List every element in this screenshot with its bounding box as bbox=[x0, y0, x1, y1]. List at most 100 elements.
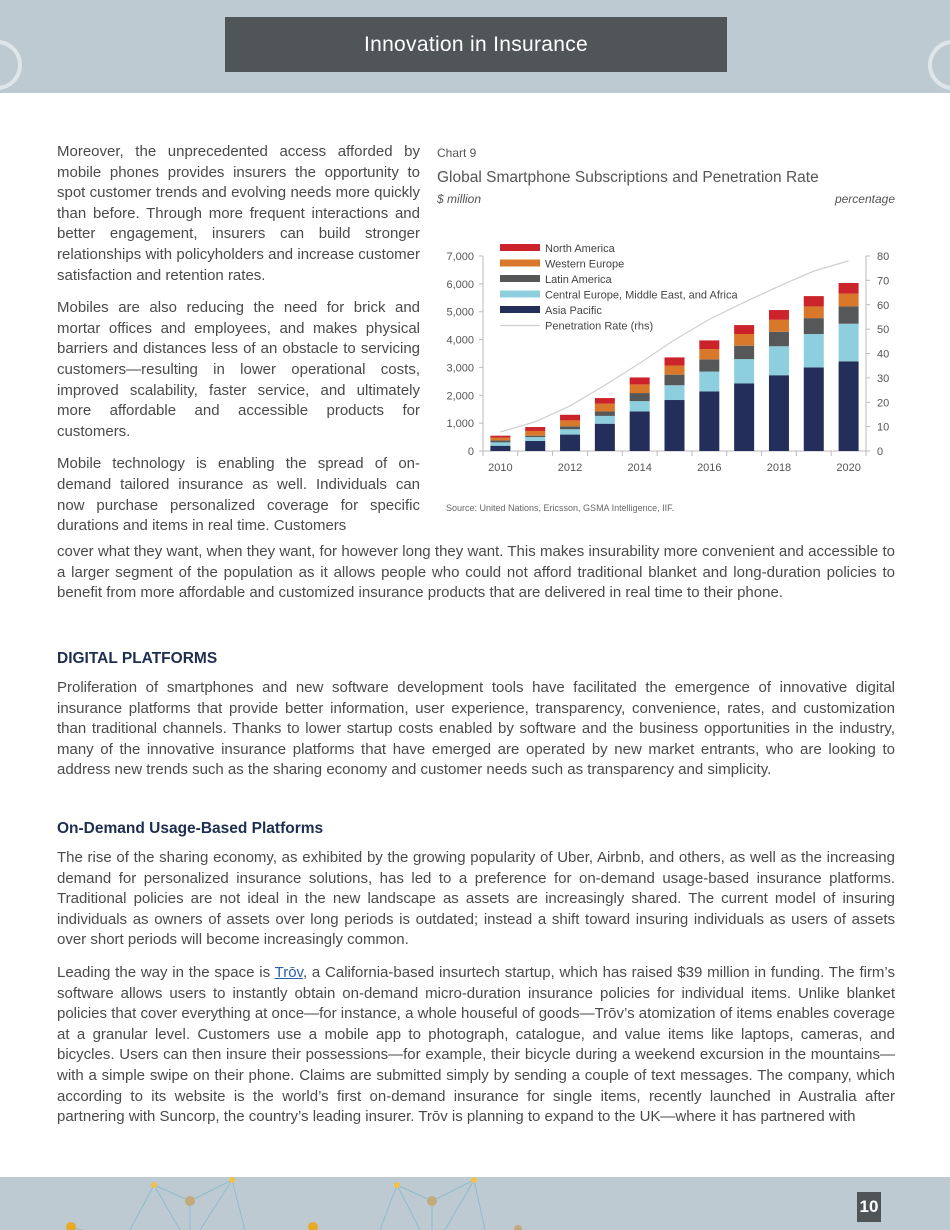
bar-segment-western-europe bbox=[664, 365, 685, 375]
stacked-bar-chart: 0 1,000 2,000 3,000 4,000 5,000 6,000 7,000 0 10 2… bbox=[446, 243, 889, 474]
bar-segment-latin-america bbox=[490, 440, 511, 443]
y-tick-label: 5,000 bbox=[446, 307, 474, 319]
paragraph: The rise of the sharing economy, as exhi… bbox=[57, 849, 895, 949]
bar-segment-north-america bbox=[803, 296, 824, 307]
bar-segment-latin-america bbox=[560, 426, 581, 430]
bar-segment-north-america bbox=[594, 398, 615, 404]
bar-segment-central-europe-middle-east-and-africa bbox=[664, 385, 685, 401]
bar-segment-western-europe bbox=[490, 437, 511, 441]
page-number: 10 bbox=[857, 1192, 881, 1222]
chart-source: Source: United Nations, Ericsson, GSMA I… bbox=[446, 503, 675, 513]
bar-segment-central-europe-middle-east-and-africa bbox=[525, 437, 546, 441]
x-tick-label: 2016 bbox=[697, 462, 721, 474]
bar-segment-asia-pacific bbox=[560, 434, 581, 451]
bar-segment-latin-america bbox=[768, 331, 789, 347]
chart-header: Chart 9 Global Smartphone Subscriptions … bbox=[437, 146, 895, 206]
y2-tick-label: 0 bbox=[877, 446, 883, 458]
x-tick-label: 2012 bbox=[558, 462, 582, 474]
x-tick-label: 2020 bbox=[836, 462, 860, 474]
legend-swatch bbox=[500, 306, 540, 313]
bar-segment-north-america bbox=[768, 310, 789, 320]
y2-tick-label: 60 bbox=[877, 300, 889, 312]
bar-segment-latin-america bbox=[525, 435, 546, 438]
bar-segment-central-europe-middle-east-and-africa bbox=[768, 346, 789, 376]
legend-label: Central Europe, Middle East, and Africa bbox=[545, 290, 738, 302]
bar-segment-north-america bbox=[734, 325, 755, 334]
legend-swatch bbox=[500, 290, 540, 298]
x-tick-label: 2010 bbox=[488, 462, 512, 474]
legend-swatch bbox=[500, 275, 540, 282]
legend-swatch bbox=[500, 244, 540, 251]
bar-segment-latin-america bbox=[734, 345, 755, 360]
y-tick-label: 2,000 bbox=[446, 390, 474, 402]
bar-segment-asia-pacific bbox=[594, 423, 615, 451]
bar-segment-asia-pacific bbox=[768, 375, 789, 451]
bar-segment-asia-pacific bbox=[803, 367, 824, 451]
bar-segment-latin-america bbox=[664, 374, 685, 386]
bar-segment-western-europe bbox=[699, 349, 720, 360]
legend-swatch bbox=[500, 259, 540, 267]
bar-segment-north-america bbox=[525, 427, 546, 431]
paragraph: Mobile technology is enabling the spread… bbox=[57, 455, 420, 535]
bar-segment-asia-pacific bbox=[490, 445, 511, 451]
text: Leading the way in the space is bbox=[57, 963, 275, 981]
legend-label: Latin America bbox=[545, 274, 613, 286]
network-decoration bbox=[66, 1177, 522, 1230]
legend-label: Western Europe bbox=[545, 259, 624, 271]
bar-segment-western-europe bbox=[629, 384, 650, 394]
bar-segment-north-america bbox=[490, 435, 511, 438]
left-column: Moreover, the unprecedented access affor… bbox=[57, 142, 420, 537]
paragraph: Leading the way in the space is Trōv, a … bbox=[57, 963, 895, 1128]
bar-segment-central-europe-middle-east-and-africa bbox=[490, 442, 511, 446]
y-tick-label: 1,000 bbox=[446, 418, 474, 430]
paragraph: cover what they want, when they want, fo… bbox=[57, 543, 895, 602]
legend-label: North America bbox=[545, 243, 616, 255]
bar-segment-central-europe-middle-east-and-africa bbox=[594, 415, 615, 424]
y2-tick-label: 50 bbox=[877, 324, 889, 336]
bar-segment-latin-america bbox=[629, 393, 650, 402]
bar-segment-latin-america bbox=[838, 306, 859, 324]
bar-segment-western-europe bbox=[560, 420, 581, 427]
y-tick-label: 4,000 bbox=[446, 335, 474, 347]
bar-segment-latin-america bbox=[594, 411, 615, 416]
bar-segment-western-europe bbox=[803, 306, 824, 319]
legend-label: Penetration Rate (rhs) bbox=[545, 321, 653, 333]
paragraph: Proliferation of smartphones and new sof… bbox=[57, 679, 895, 779]
trov-link[interactable]: Trōv bbox=[274, 963, 303, 981]
paragraph: Moreover, the unprecedented access affor… bbox=[57, 143, 420, 284]
y2-tick-label: 40 bbox=[877, 349, 889, 361]
bar-segment-north-america bbox=[838, 283, 859, 294]
bar-segment-asia-pacific bbox=[629, 411, 650, 451]
text: , a California-based insurtech startup, … bbox=[57, 963, 895, 1126]
bar-segment-western-europe bbox=[734, 334, 755, 346]
bar-segment-asia-pacific bbox=[838, 361, 859, 451]
legend-label: Asia Pacific bbox=[545, 305, 602, 317]
paragraph: Mobiles are also reducing the need for b… bbox=[57, 299, 420, 440]
bar-segment-central-europe-middle-east-and-africa bbox=[803, 334, 824, 368]
y2-tick-label: 70 bbox=[877, 275, 889, 287]
y2-tick-label: 30 bbox=[877, 373, 889, 385]
bar-segment-north-america bbox=[664, 357, 685, 366]
bar-segment-western-europe bbox=[838, 293, 859, 307]
bar-segment-north-america bbox=[699, 340, 720, 350]
y2-tick-label: 20 bbox=[877, 397, 889, 409]
bar-segment-north-america bbox=[560, 414, 581, 421]
y2-tick-label: 10 bbox=[877, 422, 889, 434]
bar-segment-central-europe-middle-east-and-africa bbox=[629, 401, 650, 412]
y2-tick-label: 80 bbox=[877, 251, 889, 263]
chart-number: Chart 9 bbox=[437, 146, 477, 160]
bar-segment-north-america bbox=[629, 377, 650, 385]
bar-segment-asia-pacific bbox=[525, 440, 546, 451]
bar-segment-latin-america bbox=[699, 359, 720, 372]
x-tick-label: 2018 bbox=[767, 462, 791, 474]
penetration-rate-line bbox=[500, 260, 849, 433]
bar-segment-western-europe bbox=[594, 403, 615, 412]
right-axis-unit: percentage bbox=[834, 192, 895, 206]
y-tick-label: 7,000 bbox=[446, 251, 474, 263]
bar-segment-central-europe-middle-east-and-africa bbox=[734, 359, 755, 384]
y-tick-label: 3,000 bbox=[446, 362, 474, 374]
bar-segment-western-europe bbox=[525, 430, 546, 436]
x-tick-label: 2014 bbox=[627, 462, 651, 474]
bar-segment-central-europe-middle-east-and-africa bbox=[699, 371, 720, 392]
bar-segment-latin-america bbox=[803, 318, 824, 334]
